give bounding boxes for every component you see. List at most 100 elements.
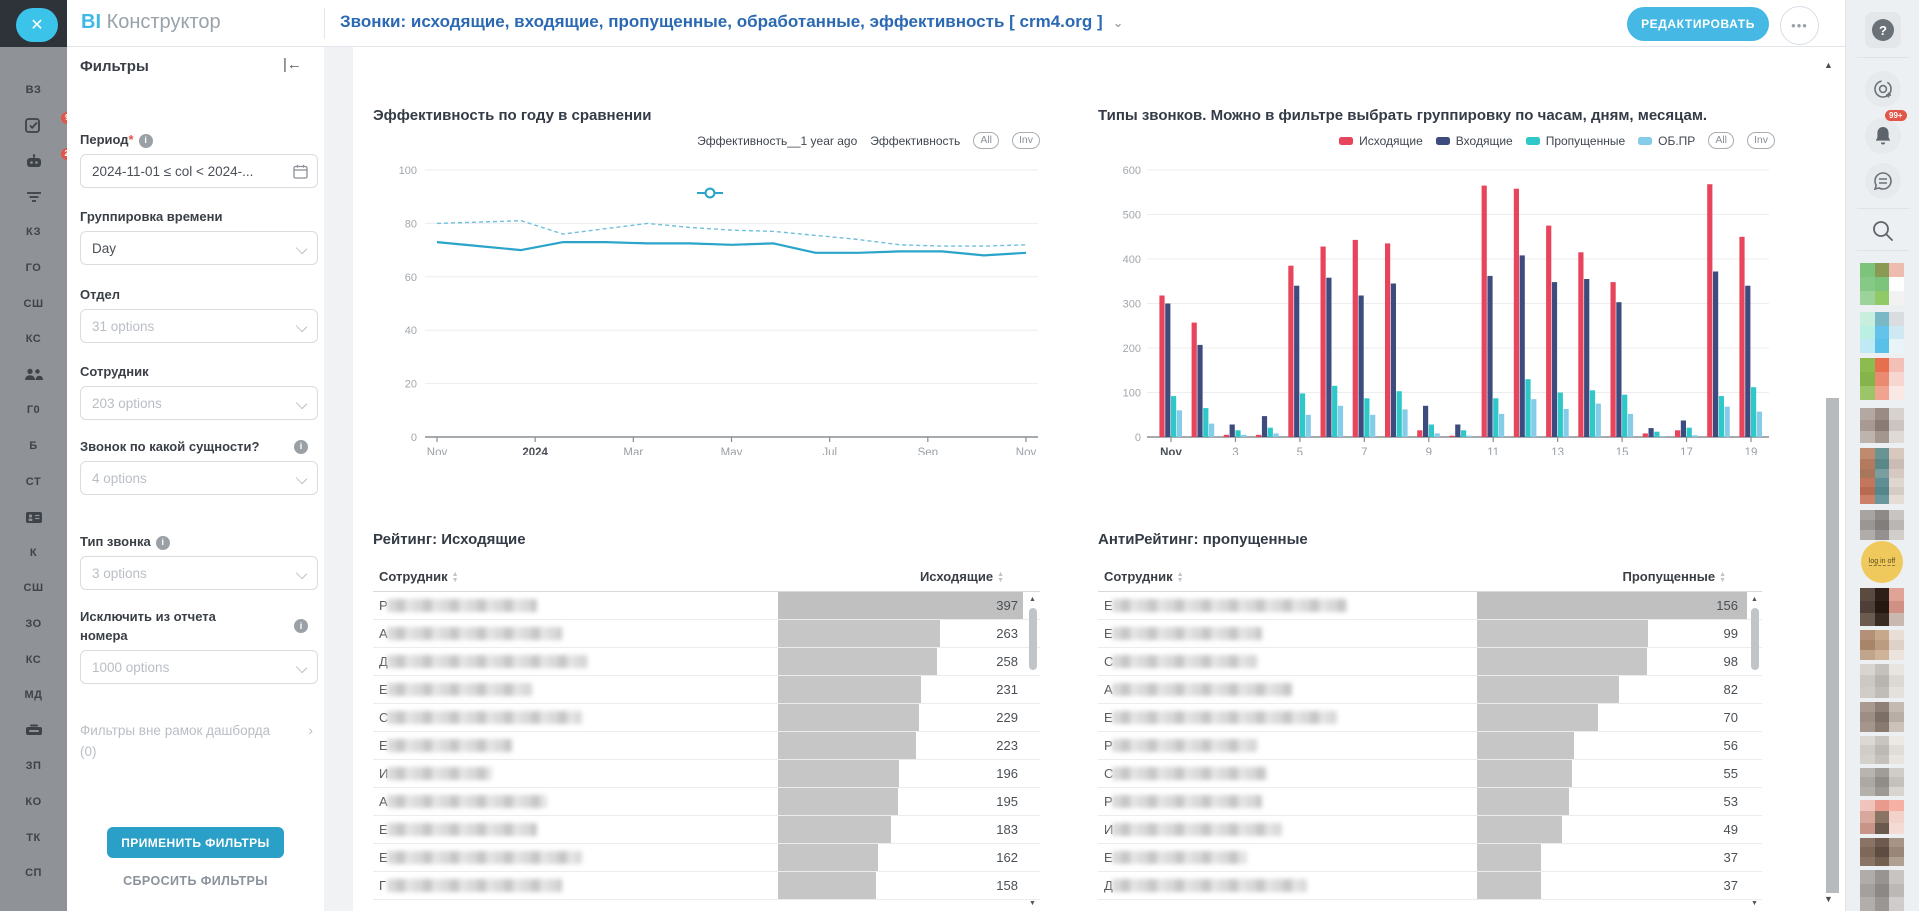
legend-pill-inv[interactable]: Inv bbox=[1746, 132, 1775, 149]
collapse-panel-icon[interactable]: |← bbox=[283, 56, 302, 73]
call-entity-select[interactable]: 4 options bbox=[80, 461, 318, 495]
table-row[interactable]: А 82 bbox=[1098, 676, 1762, 704]
table-row[interactable]: Р 53 bbox=[1098, 788, 1762, 816]
column-header-outgoing[interactable]: Исходящие ▲ ▼ bbox=[919, 569, 1004, 584]
legend-pill-all[interactable]: All bbox=[1708, 132, 1734, 149]
close-button[interactable]: ✕ bbox=[16, 8, 58, 42]
user-avatar[interactable] bbox=[1860, 664, 1904, 698]
info-icon[interactable]: i bbox=[294, 439, 308, 454]
user-avatar[interactable] bbox=[1860, 800, 1904, 834]
legend-item[interactable]: ОБ.ПР bbox=[1638, 134, 1695, 148]
sidebar-item-мд[interactable]: МД bbox=[24, 689, 43, 702]
table-scrollbar[interactable]: ▲ ▼ bbox=[1749, 592, 1761, 911]
user-avatar[interactable] bbox=[1860, 702, 1904, 732]
legend-pill-inv[interactable]: Inv bbox=[1011, 132, 1040, 149]
sidebar-item-сш[interactable]: СШ bbox=[23, 297, 44, 310]
app-logo[interactable]: BI Конструктор bbox=[81, 11, 221, 34]
table-row[interactable]: Е 37 bbox=[1098, 844, 1762, 872]
scroll-down-icon[interactable]: ▼ bbox=[1029, 900, 1036, 907]
apply-filters-button[interactable]: ПРИМЕНИТЬ ФИЛЬТРЫ bbox=[107, 827, 284, 858]
sidebar-item-к[interactable]: К bbox=[29, 546, 38, 559]
table-row[interactable]: Р 56 bbox=[1098, 732, 1762, 760]
sidebar-item-ко[interactable]: КО bbox=[25, 796, 42, 808]
user-avatar[interactable] bbox=[1860, 263, 1904, 305]
time-grouping-select[interactable]: Day bbox=[80, 231, 318, 265]
main-scrollbar-thumb[interactable] bbox=[1826, 398, 1839, 893]
legend-item-current[interactable]: Эффективность bbox=[697, 134, 960, 199]
department-select[interactable]: 31 options bbox=[80, 309, 318, 343]
table-row[interactable]: И 196 bbox=[373, 760, 1040, 788]
help-button[interactable]: ? bbox=[1846, 12, 1919, 48]
table-row[interactable]: Р 397 bbox=[373, 592, 1040, 620]
sidebar-item-task-check[interactable]: 99+ bbox=[0, 111, 85, 141]
table-row[interactable]: Е 183 bbox=[373, 816, 1040, 844]
exclude-numbers-select[interactable]: 1000 options bbox=[80, 650, 318, 684]
scroll-up-icon[interactable]: ▲ bbox=[1029, 596, 1036, 603]
sidebar-item-тк[interactable]: ТК bbox=[26, 831, 41, 844]
table-row[interactable]: Е 156 bbox=[1098, 592, 1762, 620]
sidebar-item-id-card[interactable] bbox=[0, 502, 67, 532]
main-scroll-down-icon[interactable]: ▼ bbox=[1824, 894, 1833, 904]
table-row[interactable]: С 55 bbox=[1098, 760, 1762, 788]
sidebar-item-printer[interactable] bbox=[0, 716, 67, 746]
table-row[interactable]: Е 162 bbox=[373, 844, 1040, 872]
period-date-input[interactable]: 2024-11-01 ≤ col < 2024-... bbox=[80, 154, 318, 188]
table-row[interactable]: Е 70 bbox=[1098, 704, 1762, 732]
legend-item-prev-year[interactable]: Эффективность__1 year ago bbox=[697, 134, 857, 199]
table-row[interactable]: А 195 bbox=[373, 788, 1040, 816]
table-row[interactable]: С 229 bbox=[373, 704, 1040, 732]
sidebar-item-ст[interactable]: СТ bbox=[25, 475, 42, 488]
sidebar-item-зо[interactable]: ЗО bbox=[25, 618, 42, 630]
sidebar-item-б[interactable]: Б bbox=[29, 440, 38, 452]
column-header-employee[interactable]: Сотрудник ▲ ▼ bbox=[1104, 569, 1184, 584]
scrollbar-thumb[interactable] bbox=[1751, 608, 1759, 670]
table-row[interactable]: И 49 bbox=[1098, 816, 1762, 844]
user-avatar[interactable] bbox=[1860, 736, 1904, 764]
table-row[interactable]: Д 258 bbox=[373, 648, 1040, 676]
outer-filters-link[interactable]: Фильтры вне рамок дашборда (0) › bbox=[80, 722, 313, 759]
search-button[interactable] bbox=[1846, 218, 1919, 244]
legend-item[interactable]: Пропущенные bbox=[1525, 134, 1625, 148]
reset-filters-button[interactable]: СБРОСИТЬ ФИЛЬТРЫ bbox=[123, 874, 268, 888]
user-avatar[interactable] bbox=[1860, 448, 1904, 480]
user-avatar[interactable] bbox=[1860, 478, 1904, 504]
sidebar-item-кз[interactable]: КЗ bbox=[25, 226, 41, 239]
table-row[interactable]: А 263 bbox=[373, 620, 1040, 648]
sidebar-item-filter-lines[interactable] bbox=[0, 182, 67, 212]
support-button[interactable] bbox=[1846, 71, 1919, 107]
table-row[interactable]: Е 231 bbox=[373, 676, 1040, 704]
legend-item[interactable]: Исходящие bbox=[1339, 134, 1423, 148]
scroll-up-icon[interactable]: ▲ bbox=[1751, 596, 1758, 603]
table-row[interactable]: Е 223 bbox=[373, 732, 1040, 760]
table-scrollbar[interactable]: ▲ ▼ bbox=[1027, 592, 1039, 911]
sidebar-item-robot[interactable]: 2 bbox=[0, 146, 74, 176]
main-scroll-up-icon[interactable]: ▲ bbox=[1824, 60, 1833, 70]
user-avatar[interactable] bbox=[1860, 768, 1904, 796]
info-icon[interactable]: i bbox=[138, 133, 153, 148]
user-avatar[interactable] bbox=[1860, 510, 1904, 540]
user-avatar[interactable] bbox=[1860, 358, 1904, 400]
legend-item[interactable]: Входящие bbox=[1435, 134, 1513, 148]
sidebar-item-го[interactable]: ГО bbox=[25, 262, 42, 274]
user-avatar[interactable] bbox=[1860, 588, 1904, 626]
info-icon[interactable]: i bbox=[294, 619, 308, 633]
table-row[interactable]: Е 99 bbox=[1098, 620, 1762, 648]
user-avatar[interactable] bbox=[1860, 838, 1904, 866]
info-icon[interactable]: i bbox=[155, 535, 170, 550]
scroll-down-icon[interactable]: ▼ bbox=[1751, 900, 1758, 907]
column-header-missed[interactable]: Пропущенные ▲ ▼ bbox=[1622, 569, 1726, 584]
legend-pill-all[interactable]: All bbox=[973, 132, 999, 149]
comments-button[interactable] bbox=[1846, 163, 1919, 199]
call-type-select[interactable]: 3 options bbox=[80, 556, 318, 590]
user-avatar[interactable] bbox=[1860, 312, 1904, 353]
dashboard-title[interactable]: Звонки: исходящие, входящие, пропущенные… bbox=[340, 12, 1124, 32]
user-avatar[interactable] bbox=[1860, 408, 1904, 443]
sidebar-item-вз[interactable]: ВЗ bbox=[25, 84, 42, 96]
scrollbar-thumb[interactable] bbox=[1029, 608, 1037, 670]
column-header-employee[interactable]: Сотрудник ▲ ▼ bbox=[379, 569, 459, 584]
user-avatar[interactable] bbox=[1860, 870, 1904, 911]
notifications-button[interactable]: 99+ bbox=[1846, 110, 1919, 154]
sidebar-item-кс[interactable]: КС bbox=[25, 333, 42, 346]
table-row[interactable]: Г 158 bbox=[373, 872, 1040, 900]
table-row[interactable]: С 98 bbox=[1098, 648, 1762, 676]
